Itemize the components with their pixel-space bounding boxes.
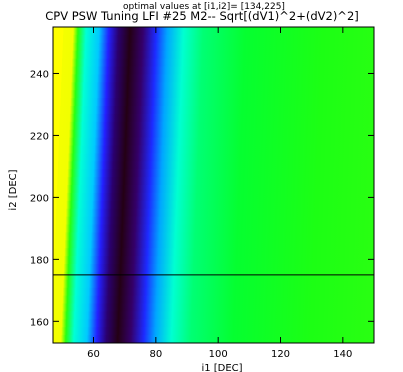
- y-tick-label: 160: [30, 317, 49, 328]
- heatmap-band: [62, 50, 374, 60]
- heatmap-band: [53, 295, 374, 305]
- heatmap-band: [56, 208, 374, 218]
- heatmap-band: [53, 264, 374, 273]
- heatmap-field: [53, 27, 374, 343]
- heatmap-band: [56, 200, 374, 210]
- heatmap-band: [55, 232, 374, 241]
- heatmap-band: [54, 256, 374, 265]
- heatmap-band: [53, 271, 374, 281]
- plot-area: [53, 27, 374, 343]
- heatmap-band: [63, 27, 374, 36]
- heatmap-band: [55, 224, 374, 233]
- heatmap-band: [59, 121, 374, 131]
- y-tick-label: 240: [30, 69, 49, 80]
- heatmap-band: [55, 216, 374, 226]
- x-tick-label: 60: [87, 349, 100, 360]
- x-axis-label: i1 [DEC]: [201, 363, 242, 372]
- heatmap-band: [62, 34, 374, 44]
- heatmap-band: [61, 66, 374, 75]
- heatmap-band: [53, 287, 374, 297]
- x-axis-ticks: 60 80 100 120 140: [87, 27, 352, 360]
- heatmap-band: [53, 279, 374, 289]
- heatmap-band: [60, 98, 374, 107]
- heatmap-band: [58, 137, 374, 147]
- y-tick-label: 200: [30, 193, 49, 204]
- plot-frame: [52, 26, 375, 344]
- heatmap-band: [60, 90, 374, 99]
- x-tick-label: 80: [149, 349, 162, 360]
- heatmap-band: [53, 311, 374, 320]
- heatmap-band: [62, 42, 374, 52]
- heatmap-band: [57, 185, 374, 194]
- heatmap-band: [58, 153, 374, 162]
- heatmap-band: [53, 303, 374, 312]
- heatmap-band: [58, 161, 374, 170]
- heatmap-band: [58, 145, 374, 154]
- heatmap-band: [61, 82, 374, 91]
- heatmap-band: [54, 248, 374, 257]
- heatmap-band: [60, 106, 374, 115]
- y-axis-ticks: 160 180 200 220 240: [30, 69, 374, 328]
- heatmap-band: [57, 177, 374, 186]
- chart-title-line2: CPV PSW Tuning LFI #25 M2-- Sqrt[(dV1)^2…: [45, 9, 359, 23]
- heatmap-band: [61, 74, 374, 83]
- heatmap-band: [53, 335, 374, 343]
- y-tick-label: 180: [30, 255, 49, 266]
- heatmap-band: [56, 192, 374, 202]
- heatmap-band: [59, 113, 374, 123]
- heatmap-band: [59, 129, 374, 139]
- heatmap-band: [54, 240, 374, 249]
- x-tick-label: 120: [271, 349, 290, 360]
- chart-title-line1: optimal values at [i1,i2]= [134,225]: [123, 2, 285, 12]
- x-tick-label: 140: [333, 349, 352, 360]
- heatmap-band: [53, 319, 374, 328]
- x-tick-label: 100: [209, 349, 228, 360]
- y-axis-label: i2 [DEC]: [8, 169, 19, 210]
- y-tick-label: 220: [30, 131, 49, 142]
- heatmap-band: [57, 169, 374, 178]
- heatmap-band: [53, 327, 374, 336]
- heatmap-band: [62, 58, 374, 68]
